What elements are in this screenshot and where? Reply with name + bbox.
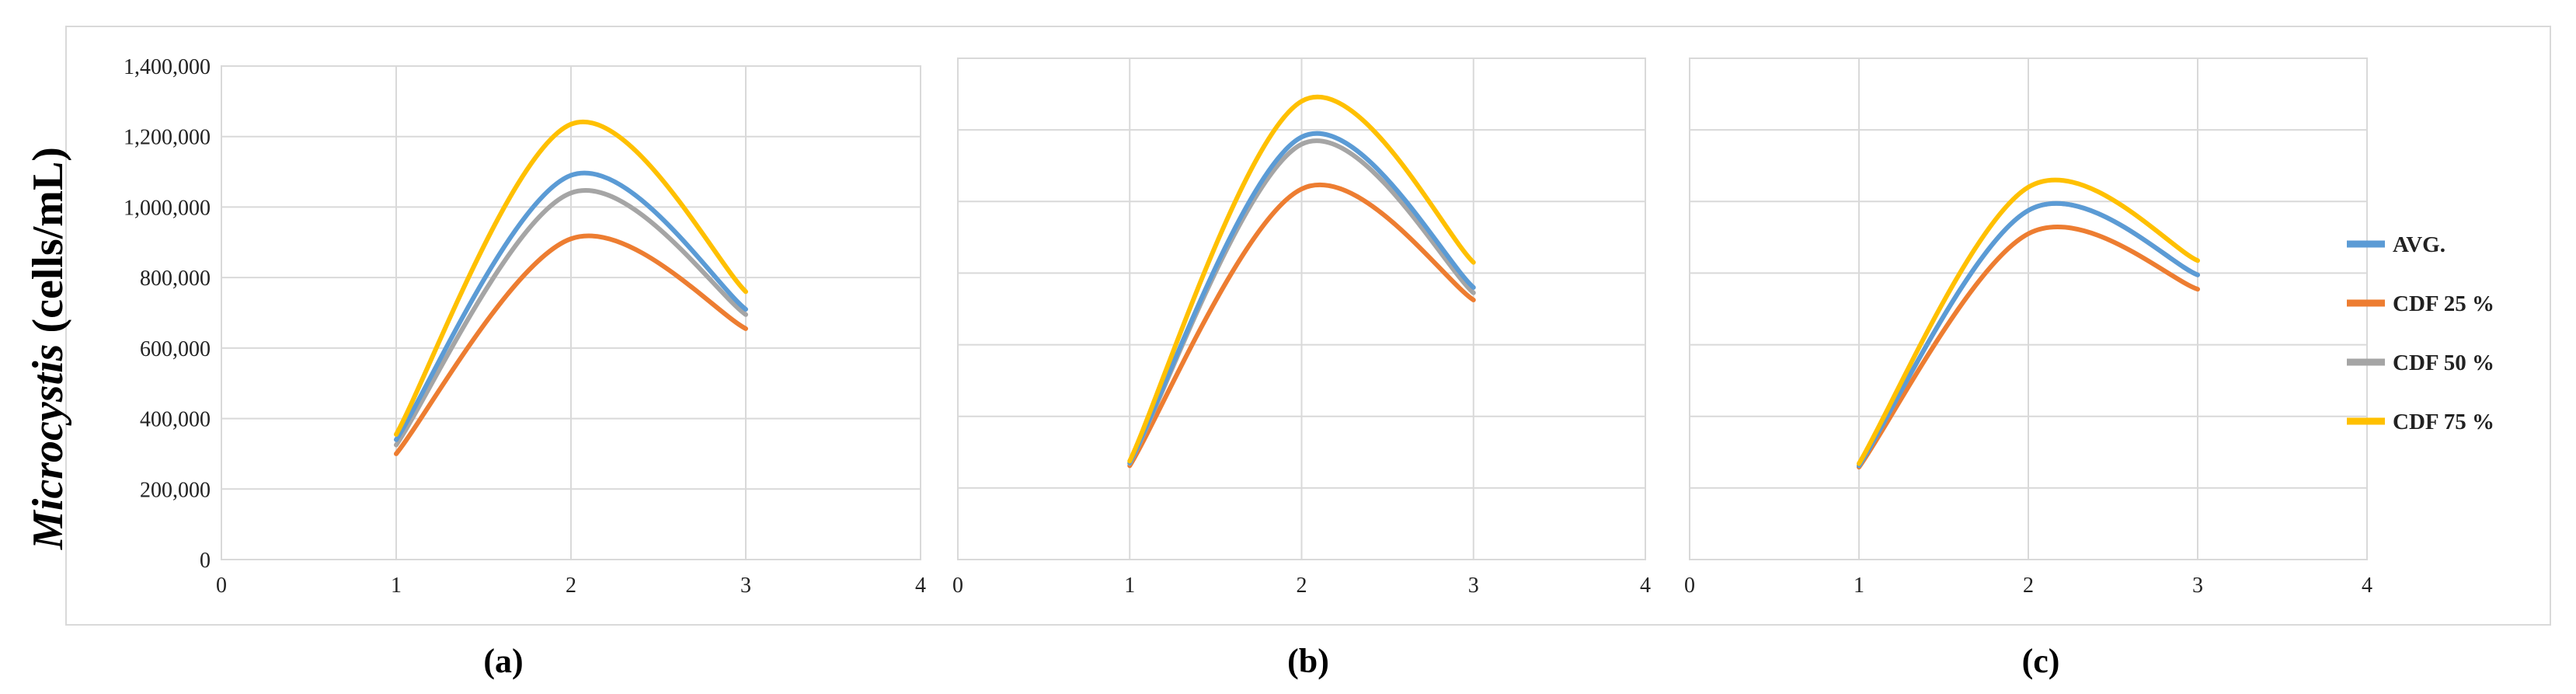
- panel-label: (a): [483, 642, 523, 680]
- series-line-avg: [1857, 201, 2200, 469]
- legend-item-cdf25: CDF 25 %: [2347, 291, 2494, 316]
- x-tick-label: 2: [2023, 574, 2034, 598]
- y-tick-label: 200,000: [140, 478, 211, 502]
- series-line-cdf25: [394, 233, 748, 456]
- y-axis-label-rest: (cells/mL): [24, 147, 72, 344]
- x-tick-label: 0: [1684, 574, 1695, 598]
- x-tick-label: 2: [1297, 574, 1307, 598]
- panel-label: (c): [2022, 642, 2060, 680]
- x-tick-label: 3: [2192, 574, 2203, 598]
- legend-item-avg: AVG.: [2347, 232, 2445, 257]
- x-tick-label: 4: [915, 574, 926, 598]
- y-tick-label: 1,400,000: [124, 55, 211, 79]
- x-tick-label: 1: [391, 574, 402, 598]
- x-tick-label: 3: [740, 574, 751, 598]
- legend-item-cdf50: CDF 50 %: [2347, 350, 2494, 375]
- y-tick-label: 1,000,000: [124, 196, 211, 220]
- x-tick-label: 2: [566, 574, 576, 598]
- x-tick-label: 3: [1468, 574, 1479, 598]
- chart-panel-1: 0 200,000 400,000 600,000 800,000 1,000,000 1,…: [124, 55, 926, 680]
- series-line-avg: [1127, 131, 1476, 466]
- series-line-cdf50: [394, 188, 748, 448]
- x-tick-label: 4: [2362, 574, 2372, 598]
- y-axis-label: Microcystis (cells/mL): [24, 147, 72, 550]
- series-line-cdf75: [1127, 94, 1476, 464]
- outer-frame: [65, 26, 2551, 626]
- y-tick-label: 600,000: [140, 337, 211, 361]
- x-tick-label: 4: [1640, 574, 1651, 598]
- legend-item-cdf75: CDF 75 %: [2347, 410, 2494, 434]
- x-tick-label: 1: [1124, 574, 1135, 598]
- panels: 0 200,000 400,000 600,000 800,000 1,000,000 1,…: [124, 55, 2372, 680]
- y-tick-label: 800,000: [140, 267, 211, 291]
- y-axis-label-italic: Microcystis: [24, 344, 72, 550]
- y-tick-label: 1,200,000: [124, 126, 211, 150]
- y-tick-label: 400,000: [140, 408, 211, 432]
- panel-label: (b): [1287, 642, 1329, 680]
- x-tick-label: 0: [216, 574, 227, 598]
- chart-panel-3: 0 1 2 3 4 (c): [1684, 58, 2372, 680]
- chart-panel-2: 0 1 2 3 4 (b): [952, 58, 1651, 680]
- legend-label: CDF 25 %: [2393, 291, 2494, 316]
- x-tick-label: 1: [1854, 574, 1864, 598]
- legend-label: AVG.: [2393, 232, 2445, 257]
- legend-label: CDF 50 %: [2393, 350, 2494, 375]
- legend: AVG. CDF 25 % CDF 50 % CDF 75 %: [2347, 232, 2494, 434]
- series-line-cdf25: [1857, 225, 2200, 470]
- x-tick-label: 0: [952, 574, 963, 598]
- series-line-avg: [394, 170, 748, 442]
- legend-label: CDF 75 %: [2393, 410, 2494, 434]
- series-line-cdf25: [1127, 182, 1476, 469]
- y-tick-label: 0: [200, 549, 211, 573]
- series-line-cdf75: [1857, 177, 2200, 466]
- series-line-cdf75: [394, 120, 748, 437]
